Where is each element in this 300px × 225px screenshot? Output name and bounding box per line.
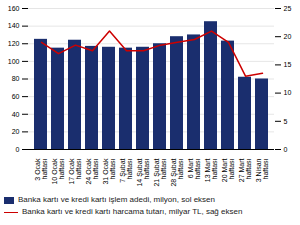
svg-text:160: 160 (8, 5, 20, 12)
svg-text:40: 40 (12, 110, 20, 117)
svg-text:100: 100 (8, 58, 20, 65)
svg-text:14 Şubathaftası: 14 Şubathaftası (136, 158, 150, 186)
svg-text:20: 20 (12, 128, 20, 135)
svg-text:60: 60 (12, 93, 20, 100)
svg-text:80: 80 (12, 75, 20, 82)
svg-text:20 Marthaftası: 20 Marthaftası (221, 158, 235, 182)
svg-text:3 Nisanhaftası: 3 Nisanhaftası (255, 158, 269, 182)
html-text:Banka kartı ve kredi kartı har: Banka kartı ve kredi kartı harcama tutar… (22, 207, 243, 216)
svg-text:27 Marthaftası: 27 Marthaftası (238, 158, 252, 182)
svg-text:17 Ocakhaftası: 17 Ocakhaftası (68, 158, 82, 185)
svg-text:13 Marthaftası: 13 Marthaftası (204, 158, 218, 182)
svg-text:10: 10 (284, 89, 292, 96)
svg-text:3 Ocakhaftası: 3 Ocakhaftası (34, 158, 48, 181)
svg-text:0: 0 (16, 146, 20, 153)
svg-text:5: 5 (284, 118, 288, 125)
svg-text:24 Ocakhaftası: 24 Ocakhaftası (85, 158, 99, 185)
svg-text:0: 0 (284, 146, 288, 153)
svg-text:120: 120 (8, 40, 20, 47)
svg-text:10 Ocakhaftası: 10 Ocakhaftası (51, 158, 65, 185)
svg-text:20: 20 (284, 33, 292, 40)
html-text:Banka kartı ve kredi kartı işl: Banka kartı ve kredi kartı işlem adedi, … (18, 195, 215, 204)
svg-text:6 Marthaftası: 6 Marthaftası (187, 158, 201, 179)
svg-text:7 Şubathaftası: 7 Şubathaftası (119, 158, 133, 182)
svg-text:15: 15 (284, 61, 292, 68)
svg-text:31 Ocakhaftası: 31 Ocakhaftası (102, 158, 116, 185)
svg-text:21 Şubathaftası: 21 Şubathaftası (153, 158, 167, 186)
svg-text:28 Şubathaftası: 28 Şubathaftası (170, 158, 184, 186)
svg-text:25: 25 (284, 5, 292, 12)
svg-text:140: 140 (8, 22, 20, 29)
